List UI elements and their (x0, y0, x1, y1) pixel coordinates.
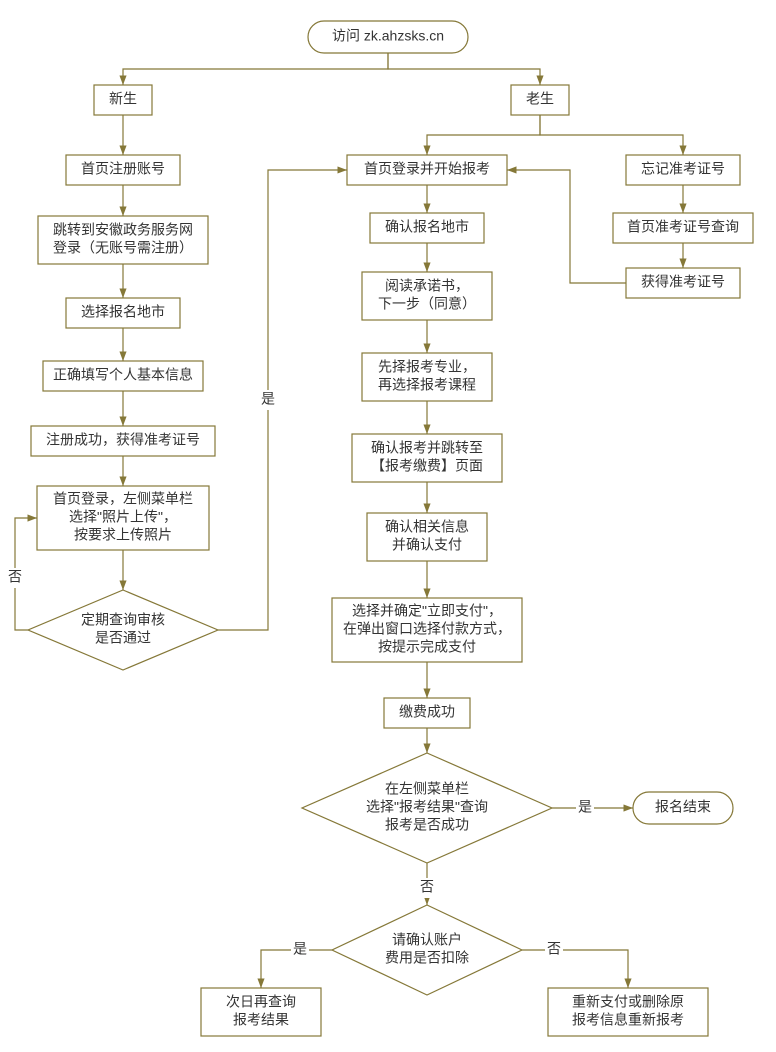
edge-start-new (123, 53, 388, 85)
node-n2: 跳转到安徽政务服务网登录（无账号需注册） (38, 216, 208, 264)
node-n6: 首页登录，左侧菜单栏选择"照片上传"， 按要求上传照片 (37, 486, 209, 550)
node-f2: 首页准考证号查询 (613, 213, 753, 243)
node-text: 确认相关信息 (385, 519, 469, 535)
node-o5: 确认报考并跳转至【报考缴费】页面 (352, 434, 502, 482)
edge-start-old (388, 53, 540, 85)
node-text: 老生 (526, 91, 554, 107)
node-text: 首页准考证号查询 (627, 219, 739, 235)
node-text: 费用是否扣除 (385, 950, 469, 966)
node-n1: 首页注册账号 (66, 155, 180, 185)
node-text: 缴费成功 (399, 704, 455, 720)
node-o9: 在左侧菜单栏选择"报考结果"查询报考是否成功 (302, 753, 552, 863)
flowchart-svg: 否是是否是否访问 zk.ahzsks.cn新生老生首页注册账号跳转到安徽政务服务… (0, 0, 776, 1052)
nodes: 访问 zk.ahzsks.cn 新生 老生首页注册账号跳转到安徽政务服务网登录（无账… (28, 21, 753, 1036)
edge-label: 是 (261, 391, 275, 407)
node-text: 首页注册账号 (81, 161, 165, 177)
edge-o10-b2 (522, 950, 628, 988)
node-text: 首页登录并开始报考 (364, 161, 490, 177)
node-text: 报考信息重新报考 (572, 1012, 684, 1028)
node-text: 正确填写个人基本信息 (53, 367, 193, 383)
edge-label: 是 (293, 941, 307, 957)
node-text: 先择报考专业， (378, 359, 476, 375)
edge-old-o1 (427, 115, 540, 155)
node-text: 访问 zk.ahzsks.cn (332, 28, 444, 44)
node-o3: 阅读承诺书， 下一步（同意） (362, 272, 492, 320)
node-text: 并确认支付 (392, 537, 462, 553)
node-text: 定期查询审核 (81, 612, 165, 628)
node-o1: 首页登录并开始报考 (347, 155, 507, 185)
node-o2: 确认报名地市 (370, 213, 484, 243)
node-text: 再选择报考课程 (378, 377, 476, 393)
node-old: 老生 (511, 85, 569, 115)
node-text: 请确认账户 (392, 932, 462, 948)
edge-n7-o1 (218, 170, 347, 630)
node-text: 重新支付或删除原 (572, 994, 684, 1010)
node-b2: 重新支付或删除原报考信息重新报考 (548, 988, 708, 1036)
node-o7: 选择并确定"立即支付"， 在弹出窗口选择付款方式， 按提示完成支付 (332, 598, 522, 662)
node-text: 确认报名地市 (385, 219, 469, 235)
node-f3: 获得准考证号 (626, 268, 740, 298)
node-b1: 次日再查询报考结果 (201, 988, 321, 1036)
node-text: 登录（无账号需注册） (53, 240, 193, 256)
node-text: 报考结果 (233, 1012, 289, 1028)
node-text: 在左侧菜单栏 (385, 781, 469, 797)
edge-label: 否 (8, 569, 22, 585)
node-text: 选择报名地市 (81, 304, 165, 320)
node-text: 跳转到安徽政务服务网 (53, 222, 193, 238)
node-text: 按要求上传照片 (74, 527, 172, 543)
node-text: 首页登录，左侧菜单栏 (53, 491, 193, 507)
node-n3: 选择报名地市 (66, 298, 180, 328)
edge-label: 否 (420, 879, 434, 895)
node-text: 【报考缴费】页面 (371, 458, 483, 474)
node-text: 是否通过 (95, 630, 151, 646)
node-text: 选择"报考结果"查询 (366, 799, 488, 815)
node-text: 报考是否成功 (385, 817, 469, 833)
node-text: 新生 (109, 91, 137, 107)
node-n4: 正确填写个人基本信息 (43, 361, 203, 391)
node-n5: 注册成功，获得准考证号 (31, 426, 215, 456)
node-o4: 先择报考专业， 再选择报考课程 (362, 353, 492, 401)
edge-f3-o1 (507, 170, 626, 283)
node-o6: 确认相关信息并确认支付 (367, 513, 487, 561)
node-text: 次日再查询 (226, 994, 296, 1010)
node-text: 在弹出窗口选择付款方式， (343, 621, 511, 637)
node-o10: 请确认账户费用是否扣除 (332, 905, 522, 995)
node-start: 访问 zk.ahzsks.cn (308, 21, 468, 53)
node-text: 确认报考并跳转至 (371, 440, 483, 456)
node-text: 阅读承诺书， (385, 278, 469, 294)
node-n7: 定期查询审核是否通过 (28, 590, 218, 670)
node-text: 获得准考证号 (641, 274, 725, 290)
node-text: 报名结束 (655, 799, 711, 815)
node-text: 下一步（同意） (378, 296, 476, 312)
node-text: 选择并确定"立即支付"， (352, 603, 502, 619)
node-end: 报名结束 (633, 792, 733, 824)
node-text: 注册成功，获得准考证号 (46, 432, 200, 448)
node-new: 新生 (94, 85, 152, 115)
node-o8: 缴费成功 (384, 698, 470, 728)
node-text: 选择"照片上传"， (69, 509, 177, 525)
node-f1: 忘记准考证号 (626, 155, 740, 185)
edge-label: 是 (578, 799, 592, 815)
node-text: 按提示完成支付 (378, 639, 476, 655)
edge-old-f1 (540, 115, 683, 155)
edge-label: 否 (547, 941, 561, 957)
node-text: 忘记准考证号 (641, 161, 725, 177)
